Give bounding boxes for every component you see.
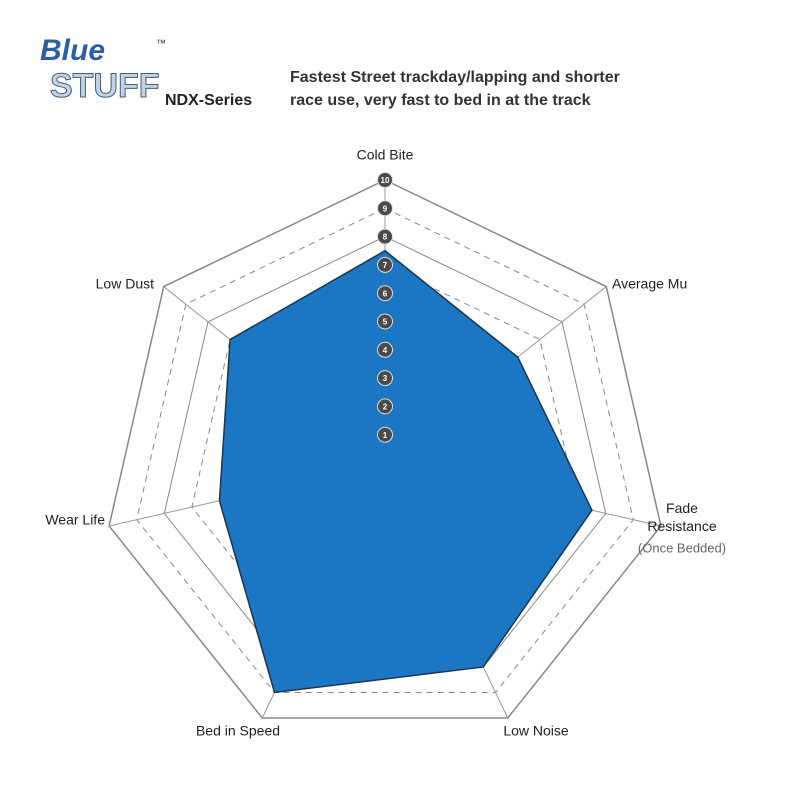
- tick-marker: [377, 228, 393, 245]
- axis-label: Low Dust: [96, 276, 154, 292]
- tick-marker: [377, 285, 393, 302]
- tick-marker: [377, 426, 393, 443]
- tick-marker: [377, 370, 393, 387]
- axis-label: Cold Bite: [357, 147, 414, 163]
- tick-label: 10: [381, 176, 390, 185]
- grid-ring: [136, 207, 634, 693]
- tick-label: 6: [383, 289, 388, 298]
- logo-top: Blue: [40, 34, 105, 67]
- tick-marker: [377, 256, 393, 273]
- series-name: NDX-Series: [165, 92, 252, 109]
- tick-label: 7: [383, 261, 388, 270]
- tick-marker: [377, 172, 393, 188]
- trademark: ™: [156, 39, 166, 50]
- tick-marker: [377, 313, 393, 330]
- tick-label: 3: [383, 374, 388, 383]
- grid-ring: [191, 264, 579, 642]
- tick-label: 2: [383, 403, 388, 412]
- tick-marker: [377, 398, 393, 415]
- data-area: [218, 249, 593, 694]
- tick-label: 8: [383, 233, 388, 242]
- tick-marker: [377, 341, 393, 358]
- axis-label: Average Mu: [612, 276, 687, 292]
- tick-label: 4: [383, 346, 388, 355]
- logo-bottom: STUFF: [50, 67, 160, 105]
- tick-label: 9: [383, 204, 388, 213]
- tick-label: 1: [383, 431, 388, 440]
- description-line: Fastest Street trackday/lapping and shor…: [290, 69, 620, 86]
- tick-marker: [377, 200, 393, 217]
- description-line: race use, very fast to bed in at the tra…: [290, 92, 591, 109]
- grid-ring: [108, 179, 662, 719]
- axis-note: (Once Bedded): [638, 540, 726, 555]
- axis-label: Fade Resistance: [647, 500, 716, 534]
- axis-label: Bed in Speed: [196, 723, 280, 739]
- axis-label: Wear Life: [45, 512, 105, 528]
- tick-label: 5: [383, 318, 388, 327]
- axis-label: Low Noise: [503, 723, 569, 739]
